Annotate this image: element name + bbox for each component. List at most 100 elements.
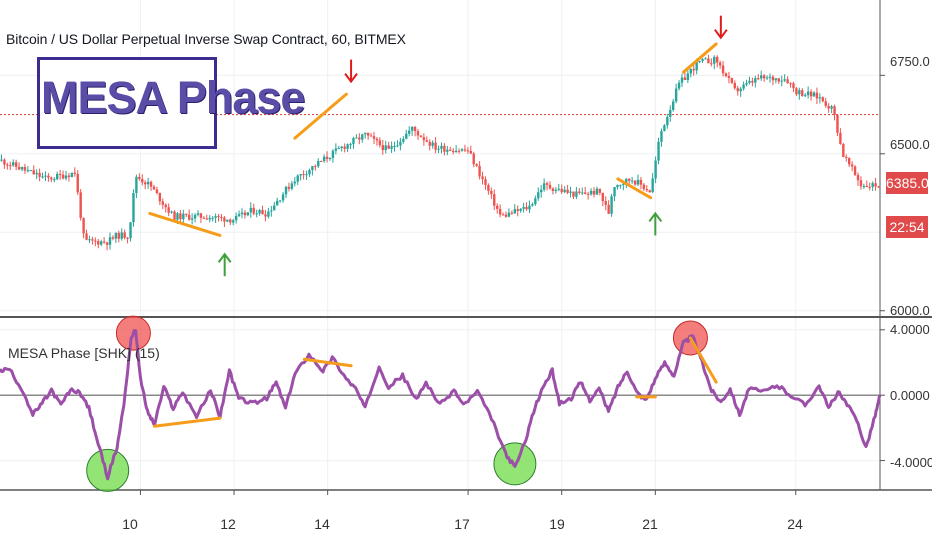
candle-body <box>32 170 35 175</box>
candle-body <box>234 215 238 221</box>
candle-body <box>190 218 194 220</box>
candle-body <box>299 174 302 176</box>
candle-body <box>463 149 467 151</box>
candle-body <box>182 213 185 220</box>
candle-body <box>460 149 464 151</box>
sell-arrow-icon <box>344 73 358 84</box>
candle-body <box>630 180 634 182</box>
candle-body <box>199 213 203 218</box>
candle-body <box>105 242 109 245</box>
candle-body <box>44 175 47 177</box>
candle-body <box>566 189 569 193</box>
candle-body <box>686 73 690 81</box>
last-price-tag: 6385.0 <box>886 172 929 194</box>
candle-body <box>422 137 426 141</box>
candle-body <box>446 149 449 152</box>
candle-body <box>79 192 82 218</box>
candle-body <box>833 106 836 115</box>
candle-body <box>457 150 461 152</box>
candle-body <box>396 145 399 147</box>
candle-body <box>595 188 599 195</box>
candle-body <box>325 156 329 159</box>
candle-body <box>410 127 414 131</box>
candle-body <box>243 212 247 216</box>
candle-body <box>29 170 32 172</box>
candle-body <box>425 140 428 142</box>
date-tick-label: 21 <box>642 516 658 532</box>
candle-body <box>9 165 12 167</box>
candle-body <box>874 183 877 187</box>
candle-body <box>419 135 423 138</box>
candle-body <box>211 217 214 219</box>
candle-body <box>519 208 522 211</box>
candle-body <box>701 59 704 61</box>
candle-body <box>261 210 264 215</box>
candle-body <box>757 78 760 80</box>
candle-body <box>249 207 252 213</box>
candle-body <box>695 61 698 71</box>
candle-body <box>349 143 352 145</box>
candle-body <box>255 213 258 215</box>
candle-body <box>498 208 502 215</box>
candle-body <box>278 200 282 202</box>
candle-body <box>704 58 707 60</box>
candle-body <box>698 60 701 62</box>
candle-body <box>337 148 340 150</box>
candle-body <box>645 189 648 191</box>
candle-body <box>405 133 408 139</box>
candle-body <box>669 109 672 117</box>
candle-body <box>815 92 819 99</box>
candle-body <box>38 172 41 177</box>
candle-body <box>85 233 88 240</box>
candle-body <box>179 213 182 220</box>
candle-body <box>408 130 411 134</box>
candle-body <box>642 184 646 190</box>
candle-body <box>768 76 772 78</box>
candle-body <box>58 173 62 175</box>
candle-body <box>97 241 100 245</box>
candle-body <box>839 132 842 144</box>
candle-body <box>718 62 722 66</box>
trend-line <box>293 92 348 140</box>
candle-body <box>413 127 417 132</box>
candle-body <box>827 105 830 109</box>
candle-body <box>516 209 519 211</box>
candle-body <box>607 204 610 214</box>
candle-body <box>88 239 91 241</box>
candle-body <box>760 75 763 79</box>
candle-body <box>475 164 478 166</box>
candle-body <box>507 212 511 217</box>
candle-body <box>378 140 382 146</box>
candle-body <box>437 148 440 150</box>
candle-body <box>672 101 675 110</box>
candle-body <box>721 65 725 74</box>
candle-body <box>452 150 455 153</box>
candle-body <box>369 135 373 137</box>
candle-body <box>290 183 294 189</box>
candle-body <box>170 211 173 213</box>
candle-body <box>660 130 663 142</box>
candle-body <box>680 77 684 83</box>
candle-body <box>871 183 874 187</box>
trend-line <box>681 42 718 74</box>
candle-body <box>111 237 115 239</box>
candle-body <box>824 101 827 106</box>
candle-body <box>53 179 56 181</box>
candle-body <box>91 239 94 241</box>
candle-body <box>41 176 44 178</box>
candle-body <box>657 141 660 161</box>
candle-body <box>6 164 9 166</box>
candle-body <box>786 79 789 84</box>
candle-body <box>443 145 446 152</box>
candle-body <box>164 204 167 208</box>
candle-body <box>267 211 270 217</box>
candle-body <box>135 176 138 194</box>
candle-body <box>798 90 801 95</box>
candle-body <box>563 189 566 193</box>
indicator-label: MESA Phase [SHK] (15) <box>8 345 160 361</box>
candle-body <box>246 212 250 216</box>
candle-body <box>117 232 120 239</box>
candle-body <box>428 141 431 146</box>
candle-body <box>604 201 607 205</box>
candle-body <box>748 80 751 83</box>
